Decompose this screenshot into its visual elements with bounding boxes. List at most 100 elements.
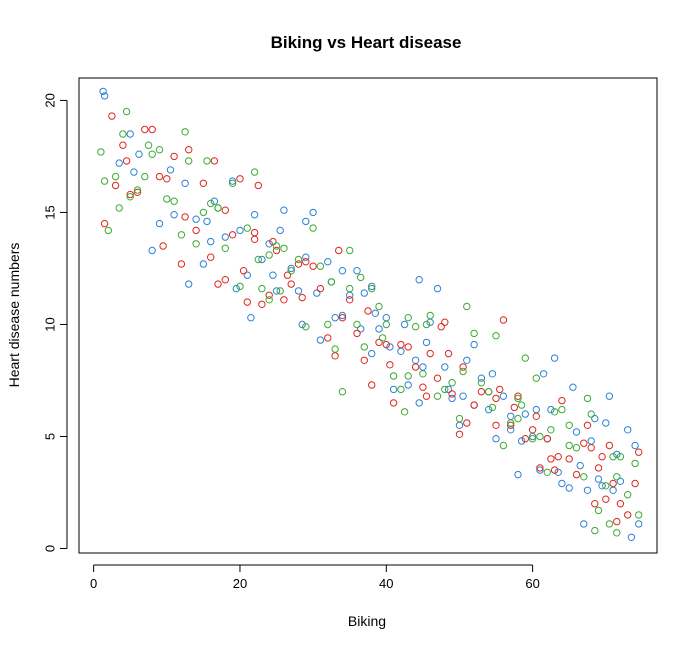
data-point [265, 291, 273, 299]
data-point [309, 262, 317, 270]
data-point [448, 390, 456, 398]
data-point [199, 179, 208, 188]
data-point [605, 392, 614, 400]
data-point [554, 453, 562, 461]
data-point [353, 329, 361, 338]
data-point [496, 385, 504, 394]
data-point [214, 204, 222, 212]
data-point [228, 177, 237, 185]
data-point [221, 244, 230, 253]
data-point [163, 195, 171, 203]
data-point [119, 141, 127, 149]
data-point [631, 459, 639, 468]
data-point [177, 260, 186, 268]
data-point [338, 388, 347, 396]
data-point [419, 370, 427, 378]
data-point [316, 262, 325, 270]
data-point [283, 271, 292, 279]
y-tick-label: 15 [43, 205, 58, 219]
y-tick-label: 0 [43, 545, 58, 552]
data-point [382, 340, 390, 349]
data-point [415, 399, 423, 407]
x-tick-label: 60 [525, 576, 539, 591]
data-point [514, 392, 522, 400]
data-point [108, 112, 116, 120]
data-point [159, 242, 167, 250]
data-point [100, 92, 109, 100]
data-point [316, 284, 325, 293]
data-point [539, 370, 548, 378]
data-point [302, 253, 310, 261]
data-point [371, 309, 379, 317]
data-point [302, 323, 310, 331]
data-point [115, 159, 123, 167]
data-point [591, 500, 599, 508]
data-point [331, 352, 339, 360]
x-tick-label: 0 [90, 576, 97, 591]
data-point [368, 381, 376, 389]
data-point [422, 320, 431, 329]
data-point [441, 318, 449, 326]
data-point [199, 208, 208, 217]
data-point [426, 311, 434, 320]
data-point [258, 284, 266, 293]
data-point [115, 204, 123, 212]
data-point [569, 383, 577, 391]
data-point [470, 401, 478, 409]
data-point [258, 300, 266, 308]
data-point [514, 414, 522, 423]
data-point [265, 251, 273, 259]
data-point [126, 130, 134, 138]
data-point [382, 314, 390, 322]
data-point [444, 385, 453, 394]
data-point [203, 157, 211, 165]
data-point [404, 381, 412, 389]
data-point [609, 486, 617, 494]
data-point [507, 421, 515, 429]
data-point [521, 354, 529, 362]
data-point [338, 314, 347, 322]
data-point [613, 529, 621, 537]
data-point [148, 125, 156, 134]
data-point [280, 296, 288, 304]
data-point [386, 343, 394, 351]
data-point [122, 157, 131, 165]
data-point [324, 258, 332, 266]
data-point [411, 363, 420, 371]
data-point [455, 414, 464, 423]
data-point [331, 345, 339, 353]
data-point [404, 372, 412, 380]
data-point [181, 128, 189, 136]
data-point [353, 267, 361, 275]
data-point [441, 363, 449, 371]
data-point [100, 177, 109, 185]
data-point [587, 444, 595, 452]
data-point [492, 394, 500, 403]
data-point [521, 410, 529, 418]
data-point [499, 441, 508, 450]
data-point [433, 284, 442, 293]
data-point [517, 437, 526, 445]
data-point [287, 280, 295, 288]
data-point [613, 450, 621, 459]
data-point [185, 146, 193, 154]
data-point [558, 396, 566, 405]
data-point [517, 401, 526, 409]
data-point [232, 284, 241, 293]
data-point [122, 107, 131, 116]
data-point [459, 363, 467, 371]
data-point [547, 455, 555, 463]
data-point [228, 231, 237, 239]
data-point [221, 233, 230, 241]
data-point [324, 334, 332, 342]
data-point [635, 520, 643, 528]
data-point [583, 486, 592, 494]
data-point [576, 461, 584, 470]
data-point [397, 340, 405, 349]
y-axis-label: Heart disease numbers [6, 243, 22, 388]
data-point [294, 260, 303, 268]
data-point [368, 282, 376, 291]
data-point [470, 329, 478, 338]
data-point [272, 246, 281, 255]
data-point [635, 448, 643, 456]
